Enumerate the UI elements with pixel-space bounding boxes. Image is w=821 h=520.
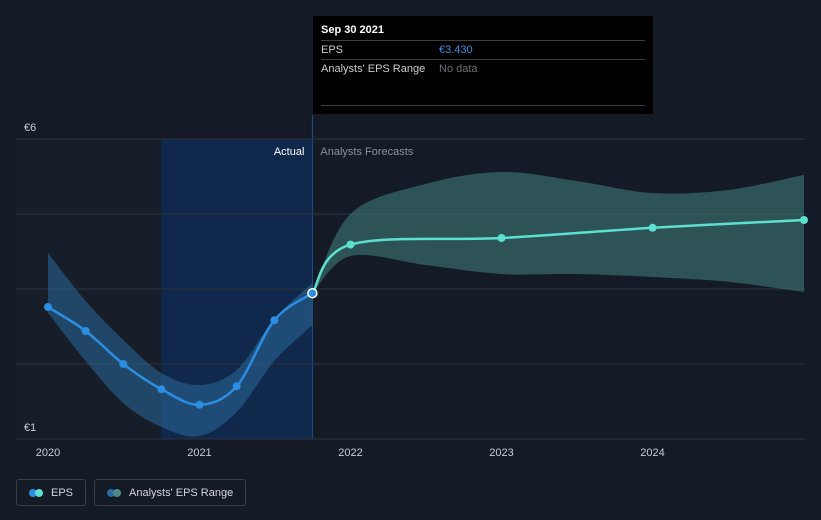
eps-range-legend-swatch-icon (107, 488, 122, 497)
x-tick-label: 2021 (187, 447, 211, 459)
tooltip-date: Sep 30 2021 (321, 24, 384, 36)
legend-item-eps[interactable]: EPS (16, 479, 87, 506)
tooltip: Sep 30 2021 EPS €3.430 Analysts' EPS Ran… (313, 16, 653, 114)
legend: EPS Analysts' EPS Range (16, 479, 247, 506)
forecast-eps-line (311, 218, 805, 294)
tooltip-range-value: No data (439, 63, 478, 75)
actual-eps-line (47, 292, 314, 407)
y-tick-label-bottom: €1 (24, 422, 36, 434)
tooltip-row-eps: EPS €3.430 (321, 40, 645, 59)
forecast-section-label: Analysts Forecasts (320, 146, 413, 158)
actual-eps-point (44, 303, 52, 311)
tooltip-row-range: Analysts' EPS Range No data (321, 59, 645, 106)
legend-label-eps: EPS (51, 486, 74, 499)
forecast-eps-range-band (312, 171, 804, 294)
actual-eps-point (157, 385, 166, 394)
legend-label-eps-range: Analysts' EPS Range (129, 486, 234, 499)
y-tick-label-top: €6 (24, 122, 36, 134)
actual-eps-point (270, 316, 279, 325)
actual-eps-range-band (48, 253, 313, 437)
eps-legend-swatch-icon (29, 488, 43, 497)
tooltip-range-label: Analysts' EPS Range (321, 63, 426, 75)
actual-eps-point (195, 400, 204, 409)
x-tick-label: 2020 (36, 447, 60, 459)
forecast-eps-point (346, 240, 355, 249)
forecast-eps-point (648, 223, 657, 232)
legend-item-eps-range[interactable]: Analysts' EPS Range (94, 479, 247, 506)
x-tick-label: 2023 (489, 447, 513, 459)
selected-eps-point (307, 287, 318, 299)
x-tick-label: 2024 (640, 447, 664, 459)
actual-section-label: Actual (274, 146, 305, 158)
forecast-eps-point (497, 234, 506, 242)
actual-eps-point (81, 327, 90, 335)
tooltip-eps-label: EPS (321, 44, 344, 56)
tooltip-eps-value: €3.430 (439, 44, 473, 56)
forecast-eps-point (800, 216, 808, 224)
x-tick-label: 2022 (338, 447, 362, 459)
actual-eps-point (119, 360, 128, 368)
actual-eps-point (232, 382, 241, 391)
